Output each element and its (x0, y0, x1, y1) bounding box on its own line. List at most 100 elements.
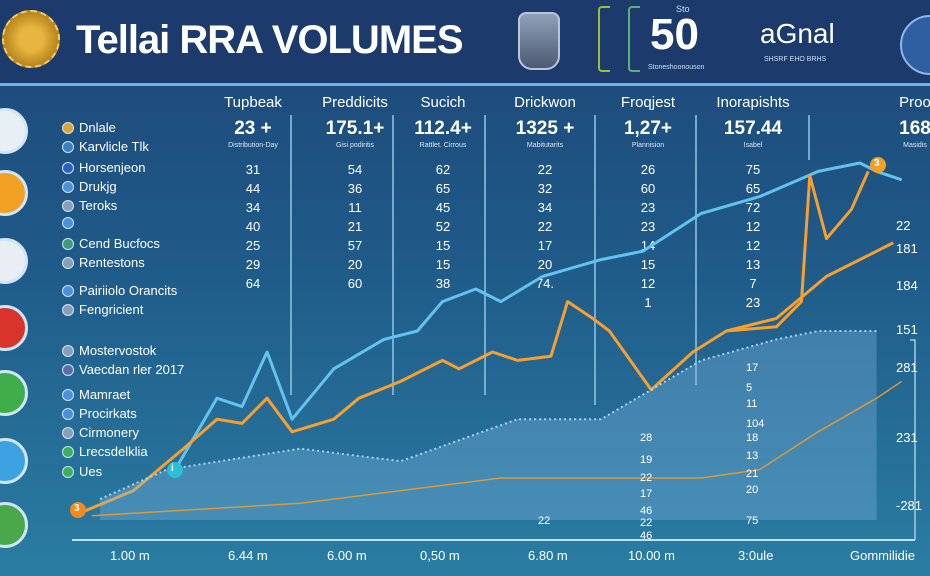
column-total: 23 + (234, 118, 272, 139)
legend-label: Drukjg (79, 179, 117, 194)
right-axis-label: 281 (896, 360, 918, 375)
table-cell: 23 (640, 200, 656, 215)
x-tick-label: 6.00 m (327, 548, 367, 563)
inner-label: 22 (640, 517, 653, 529)
column-total: 1,27+ (623, 118, 673, 139)
table-cell: 54 (347, 162, 363, 177)
legend-label: Cend Bucfocs (79, 236, 160, 251)
table-cell: 34 (537, 200, 553, 215)
legend-label: Procirkats (79, 406, 137, 421)
table-cell: 20 (537, 257, 553, 272)
table-cell: 74. (535, 276, 555, 291)
inner-label: 75 (746, 515, 759, 527)
marker-dot (70, 502, 86, 518)
column-subtitle: Plannision (631, 142, 665, 149)
marker-dot (870, 157, 886, 173)
table-cell: 7 (749, 276, 757, 291)
column-divider (392, 115, 394, 395)
x-tick-label: 1.00 m (110, 548, 150, 563)
table-cell: 62 (435, 162, 451, 177)
table-cell: 29 (245, 257, 261, 272)
area-fill-3 (100, 331, 877, 520)
x-tick-label: 6.44 m (228, 548, 268, 563)
table-cell: 12 (745, 238, 761, 253)
marker-label: i (171, 463, 174, 474)
inner-label: 22 (640, 472, 653, 484)
inner-label: 104 (746, 418, 765, 430)
legend-dot-icon (62, 303, 74, 316)
table-cell: 22 (537, 219, 553, 234)
chart-frame (910, 339, 916, 540)
legend-item: Dnlale (62, 120, 116, 135)
column-header: Tupbeak (224, 94, 282, 111)
brand-caption: SHSRF EHO BRHS (764, 56, 827, 63)
badge-number: 50 (650, 10, 699, 59)
series-line-4 (91, 380, 903, 517)
right-axis-label: 181 (896, 241, 918, 256)
legend-label: Fengricient (79, 302, 144, 317)
table-cell: 60 (640, 181, 656, 196)
table-cell: 26 (640, 162, 656, 177)
legend-dot-icon (62, 121, 74, 134)
inner-label: 21 (746, 468, 759, 480)
table-cell: 21 (347, 219, 363, 234)
legend-label: Ues (79, 464, 103, 479)
column-divider (290, 115, 292, 395)
table-cell: 45 (435, 200, 451, 215)
legend-label: Pairiiolo Orancits (79, 283, 178, 298)
marker-label: 3 (74, 503, 80, 514)
inner-label: 5 (746, 382, 753, 394)
inner-label: 20 (746, 484, 759, 496)
column-divider (808, 115, 810, 160)
table-cell: 12 (745, 219, 761, 234)
legend-dot-icon (62, 199, 74, 212)
column-total: 168 (899, 118, 930, 139)
table-cell: 36 (347, 181, 363, 196)
legend-label: Vaecdan rler 2017 (79, 362, 185, 377)
inner-label: 18 (746, 432, 759, 444)
column-subtitle: Distribution-Day (228, 142, 278, 149)
inner-label: 17 (746, 362, 759, 374)
table-cell: 75 (745, 162, 761, 177)
legend-dot-icon (62, 284, 74, 297)
table-cell: 60 (347, 276, 363, 291)
legend-dot-icon (62, 388, 74, 401)
legend-item: Vaecdan rler 2017 (62, 362, 184, 377)
legend-item: Procirkats (62, 406, 137, 421)
column-total: 1325 + (515, 118, 575, 139)
bracket-divider (598, 6, 610, 72)
table-cell: 11 (348, 200, 362, 215)
table-cell: 23 (745, 295, 761, 310)
table-cell: 34 (245, 200, 261, 215)
inner-label: 46 (640, 530, 653, 542)
legend-label: Dnlale (79, 120, 116, 135)
legend-item: Drukjg (62, 179, 117, 194)
legend-item: Fengricient (62, 302, 143, 317)
legend-dot-icon (62, 140, 74, 153)
legend-dot-icon (62, 180, 74, 193)
badge-top: Sto (676, 4, 690, 14)
x-tick-label: 6.80 m (528, 548, 568, 563)
legend-dot-icon (62, 426, 74, 439)
column-header: Proo (899, 94, 930, 111)
inner-label: 28 (640, 432, 653, 444)
inner-label: 11 (746, 398, 758, 410)
x-tick-label: 10.00 m (628, 548, 675, 563)
table-cell: 52 (435, 219, 451, 234)
legend-item: Mamraet (62, 387, 130, 402)
legend-label: Teroks (79, 198, 118, 213)
legend-dot-icon (62, 256, 74, 269)
badge-caption: Stoneshoonouson (648, 64, 705, 71)
right-axis-label: 231 (896, 430, 918, 445)
tower-icon (518, 12, 560, 70)
column-subtitle: Isabel (743, 142, 763, 149)
legend-item: Cend Bucfocs (62, 236, 160, 251)
table-cell: 23 (640, 219, 656, 234)
legend-dot-icon (62, 237, 74, 250)
legend-item: Cirmonery (62, 425, 139, 440)
brand-name: aGnal (760, 18, 835, 49)
inner-label: 46 (640, 505, 653, 517)
right-axis-label: 22 (896, 218, 911, 233)
table-cell: 65 (745, 181, 761, 196)
